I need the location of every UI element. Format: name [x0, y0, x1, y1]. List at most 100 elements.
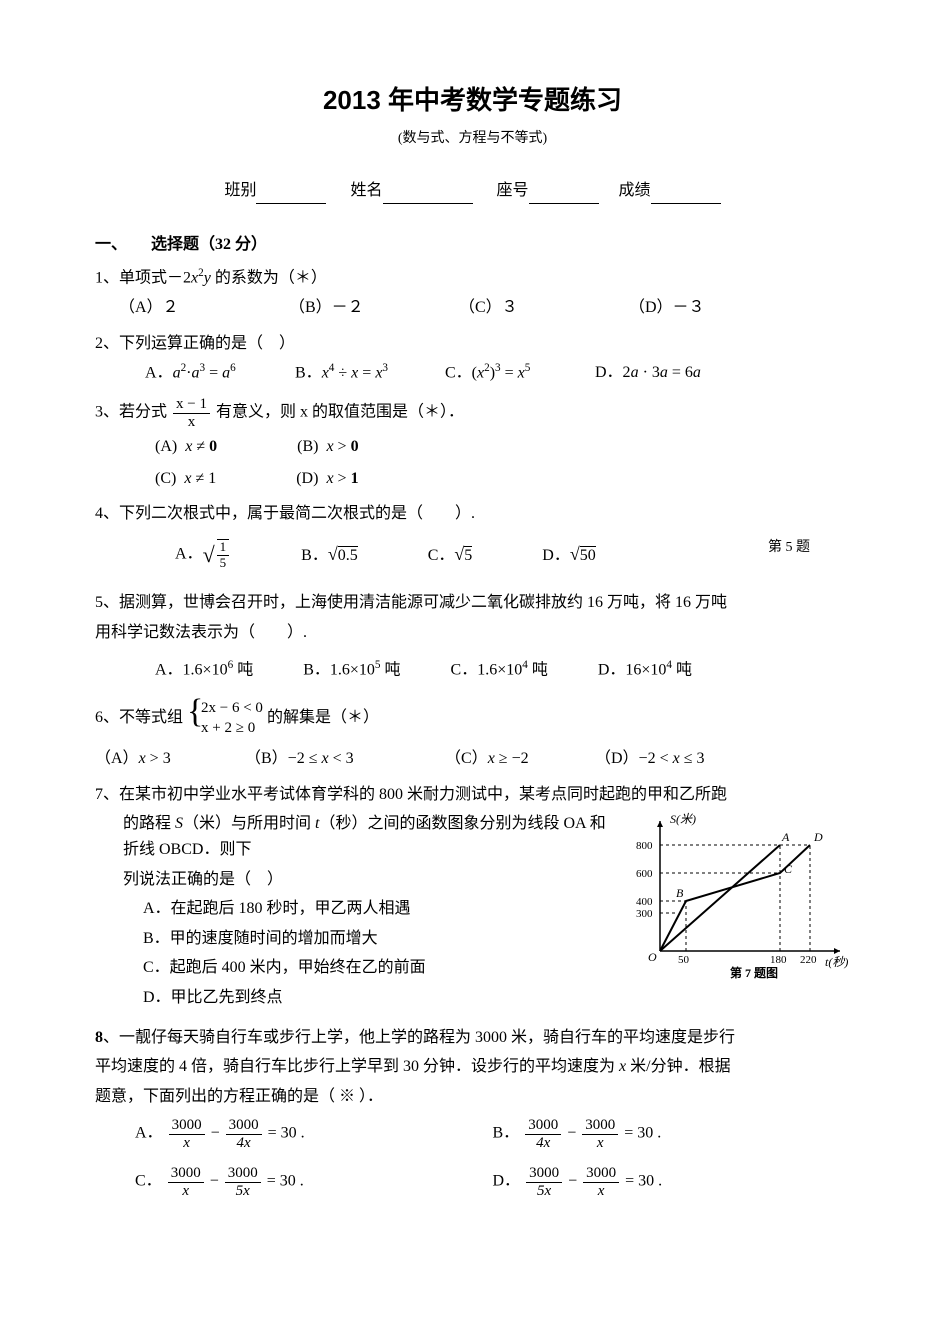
q8-optB-label: B． [493, 1125, 520, 1142]
q5-optC: C．1.6×104 吨 [451, 657, 548, 683]
q8d-n1: 3000 [526, 1165, 562, 1183]
question-6: 6、不等式组 2x − 6 < 0 x + 2 ≥ 0 的解集是（＊） （A）x… [95, 699, 850, 772]
q8-optA-label: A． [135, 1125, 163, 1142]
q1-optB: （B）－２ [289, 295, 419, 321]
q8-optD: D． 30005x − 3000x = 30 . [493, 1165, 851, 1199]
question-2: 2、下列运算正确的是（ ） A．a2·a3 = a6 B．x4 ÷ x = x3… [95, 331, 850, 387]
q8-optB: B． 30004x − 3000x = 30 . [493, 1117, 851, 1151]
q7-text3: 列说法正确的是（ ） [123, 867, 620, 893]
q8d-n2: 3000 [583, 1165, 619, 1183]
q2-optD: D．2a · 3a = 6a [595, 360, 705, 386]
q8a-eq: = 30 . [268, 1125, 305, 1142]
name-blank [383, 186, 473, 204]
seat-blank [529, 186, 599, 204]
svg-text:220: 220 [800, 954, 817, 966]
q8c-n2: 3000 [225, 1165, 261, 1183]
info-row: 班别 姓名 座号 成绩 [95, 178, 850, 204]
q5-optD: D．16×104 吨 [598, 657, 692, 683]
q5-text1: 5、据测算，世博会召开时，上海使用清洁能源可减少二氧化碳排放约 16 万吨，将 … [95, 590, 850, 616]
q7-optD: D．甲比乙先到终点 [143, 985, 620, 1011]
q8c-n1: 3000 [168, 1165, 204, 1183]
q8-optA: A． 3000x − 30004x = 30 . [135, 1117, 493, 1151]
q8b-n2: 3000 [582, 1117, 618, 1135]
q7-optC: C．起跑后 400 米内，甲始终在乙的前面 [143, 955, 620, 981]
question-5: 5、据测算，世博会召开时，上海使用清洁能源可减少二氧化碳排放约 16 万吨，将 … [95, 590, 850, 683]
q5-text2: 用科学记数法表示为（ ）. [95, 620, 850, 646]
q4-optB: B．√0.5 [301, 540, 358, 569]
q5-optB: B．1.6×105 吨 [303, 657, 400, 683]
q3-frac-num: x − 1 [173, 396, 210, 414]
q6-optB: （B）−2 ≤ x < 3 [245, 746, 405, 772]
q3-optA: (A) x ≠ 0 [155, 434, 217, 460]
q6-optA: （A）x > 3 [95, 746, 205, 772]
q4a-den: 5 [217, 556, 230, 570]
q8-text2: 平均速度的 4 倍，骑自行车比步行上学早到 30 分钟．设步行的平均速度为 x … [95, 1054, 850, 1080]
svg-text:t(秒): t(秒) [825, 955, 848, 969]
section1-header: 一、 选择题（32 分） [95, 232, 850, 258]
q8d-eq: = 30 . [625, 1173, 662, 1190]
q6-optC: （C）x ≥ −2 [445, 746, 555, 772]
q8-text3: 题意，下面列出的方程正确的是（ ※ ）． [95, 1084, 850, 1110]
svg-text:A: A [781, 830, 790, 844]
q8a-n2: 3000 [226, 1117, 262, 1135]
q8d-d2: x [583, 1183, 619, 1200]
q3-suffix: 有意义，则 x 的取值范围是（＊）． [216, 404, 464, 421]
svg-text:C: C [784, 862, 793, 876]
q3-text: 3、若分式 x − 1 x 有意义，则 x 的取值范围是（＊）． [95, 396, 850, 430]
question-7: 7、在某市初中学业水平考试体育学科的 800 米耐力测试中，某考点同时起跑的甲和… [95, 782, 850, 1015]
q8d-d1: 5x [526, 1183, 562, 1200]
q6-system: 2x − 6 < 0 x + 2 ≥ 0 [187, 699, 263, 738]
svg-text:180: 180 [770, 954, 787, 966]
q8b-d2: x [582, 1135, 618, 1152]
q4-optA: A．√15 [175, 537, 231, 572]
svg-text:300: 300 [636, 908, 653, 920]
q4-optC: C．√5 [428, 540, 473, 569]
q6-text: 6、不等式组 2x − 6 < 0 x + 2 ≥ 0 的解集是（＊） [95, 699, 850, 738]
q6-suffix: 的解集是（＊） [267, 709, 379, 726]
q1-optA: （A）２ [119, 295, 249, 321]
svg-text:B: B [676, 886, 684, 900]
page-subtitle: (数与式、方程与不等式) [95, 128, 850, 150]
q8c-d2: 5x [225, 1183, 261, 1200]
q8b-n1: 3000 [525, 1117, 561, 1135]
question-4: 4、下列二次根式中，属于最简二次根式的是（ ）. 第 5 题 A．√15 B．√… [95, 501, 850, 572]
q8b-d1: 4x [525, 1135, 561, 1152]
q7-optA: A．在起跑后 180 秒时，甲乙两人相遇 [143, 896, 620, 922]
q3-optD: (D) x > 1 [296, 466, 358, 492]
question-3: 3、若分式 x − 1 x 有意义，则 x 的取值范围是（＊）． (A) x ≠… [95, 396, 850, 491]
q4-text: 4、下列二次根式中，属于最简二次根式的是（ ）. [95, 501, 850, 527]
q8-text1: 8、一靓仔每天骑自行车或步行上学，他上学的路程为 3000 米，骑自行车的平均速… [95, 1025, 850, 1051]
q4-optA-label: A． [175, 545, 203, 562]
seat-label: 座号 [497, 182, 529, 199]
q4-annot: 第 5 题 [768, 537, 810, 559]
name-label: 姓名 [350, 182, 382, 199]
svg-text:800: 800 [636, 840, 653, 852]
q1-optD: （D）－３ [629, 295, 759, 321]
q7-optB: B．甲的速度随时间的增加而增大 [143, 926, 620, 952]
question-8: 8、一靓仔每天骑自行车或步行上学，他上学的路程为 3000 米，骑自行车的平均速… [95, 1025, 850, 1200]
q5-optA: A．1.6×106 吨 [155, 657, 253, 683]
class-blank [256, 186, 326, 204]
q7-text2: 的路程 S（米）与所用时间 t（秒）之间的函数图象分别为线段 OA 和折线 OB… [123, 811, 620, 862]
svg-text:S(米): S(米) [670, 812, 696, 826]
q8-optD-label: D． [493, 1173, 521, 1190]
q3-frac-den: x [173, 414, 210, 431]
q1-optC: （C）３ [459, 295, 589, 321]
q8a-d2: 4x [226, 1135, 262, 1152]
svg-text:O: O [648, 950, 657, 964]
q3-optC: (C) x ≠ 1 [155, 466, 216, 492]
q8a-n1: 3000 [169, 1117, 205, 1135]
page-title: 2013 年中考数学专题练习 [95, 80, 850, 122]
score-label: 成绩 [619, 182, 651, 199]
svg-text:50: 50 [678, 954, 690, 966]
q2-optC: C．(x2)3 = x5 [445, 360, 555, 386]
q8c-d1: x [168, 1183, 204, 1200]
q2-text: 2、下列运算正确的是（ ） [95, 331, 850, 357]
svg-text:D: D [813, 830, 823, 844]
q1-text: 1、单项式－2x2y 的系数为（＊） [95, 265, 850, 291]
q8-optC-label: C． [135, 1173, 162, 1190]
q6-r2: x + 2 ≥ 0 [201, 719, 263, 739]
q8-optC: C． 3000x − 30005x = 30 . [135, 1165, 493, 1199]
q6-optD: （D）−2 < x ≤ 3 [595, 746, 755, 772]
q7-text1: 7、在某市初中学业水平考试体育学科的 800 米耐力测试中，某考点同时起跑的甲和… [95, 782, 850, 808]
